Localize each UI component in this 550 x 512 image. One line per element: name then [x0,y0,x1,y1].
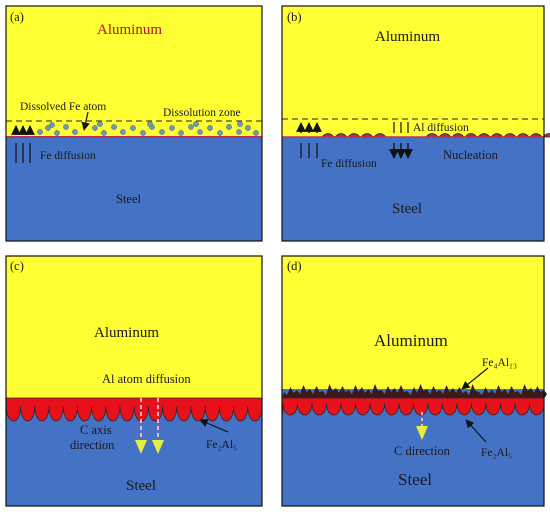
fe2al5-pointer [199,419,229,433]
fe2al5-layer [5,397,263,422]
panel-label: (a) [10,10,24,24]
dissolved-atom-pointer [81,111,90,131]
fe4al13-pointer [461,367,489,390]
fe-atoms [37,121,259,136]
fe-atom [45,125,51,131]
fe-atom [37,129,43,135]
al-atom-diffusion-label: Al atom diffusion [102,372,191,386]
fe-atom [207,125,213,131]
panel-label: (c) [10,259,24,273]
fe-atom [169,125,175,131]
panel-label: (b) [287,10,302,24]
aluminum-label: Aluminum [94,325,159,341]
fe-atom [92,125,98,131]
dissolved-atom-label: Dissolved Fe atom [20,101,106,113]
fe2al5-label: Fe₂Al₅ [206,439,237,451]
fe-atom [178,130,184,136]
fe-atom [236,129,242,135]
fe-atom [140,130,146,136]
fe-diffusion-lines [15,143,31,163]
aluminum-region [6,256,262,398]
panel-frame [281,5,545,242]
panel-c: (c) Aluminum Al atom diffusion C axis di… [5,255,263,507]
fe-atom [217,130,223,136]
fe-atom [159,129,165,135]
aluminum-label: Aluminum [97,22,162,38]
fe-up-arrows [296,122,322,133]
aluminum-region [282,6,544,137]
panel-b: (b) Aluminum Al diffusion Fe diffusion N… [281,5,550,242]
steel-label: Steel [126,478,156,494]
aluminum-region [282,256,544,389]
panel-label: (d) [287,259,302,273]
steel-region [6,398,262,506]
al-diffusion-arrows [135,398,164,454]
fe4al13-layer [282,384,547,399]
fe4al13-label: Fe₄Al₁₃ [482,357,517,369]
fe2al5-label: Fe₂Al₅ [481,447,512,459]
fe-atom [111,124,117,130]
fe-atom [188,124,194,130]
al-diffusion-label: Al diffusion [413,122,469,134]
c-direction-arrow [416,412,428,440]
fe-diffusion-lines [300,143,318,158]
c-direction-label: C direction [394,444,451,458]
fe-atom [72,129,78,135]
panel-a: (a) Aluminum Dissolved Fe atom Dissoluti… [5,5,263,242]
steel-region [6,137,262,241]
dissolution-zone-label: Dissolution zone [163,107,241,119]
fe-atom [226,124,232,130]
panel-frame [5,255,263,507]
fe-atom [147,121,153,127]
steel-label: Steel [398,470,432,489]
aluminum-label: Aluminum [375,29,440,45]
al-down-arrows [389,143,413,159]
steel-label: Steel [392,201,422,217]
panel-frame [281,255,545,507]
fe-atom [101,130,107,136]
steel-label: Steel [116,192,142,206]
fe-atom [245,125,251,131]
aluminum-region [6,6,262,137]
fe-atom [193,121,199,127]
fe-diffusion-label: Fe diffusion [40,150,96,162]
c-axis-direction-label: direction [70,438,115,452]
fe-atom [237,121,243,127]
aluminum-label: Aluminum [374,331,448,350]
steel-region [282,137,544,241]
c-axis-label: C axis [80,423,112,437]
fe-atom [54,130,60,136]
fe-atom [97,121,103,127]
panel-d: (d) Aluminum Fe₄Al₁₃ C direction Fe₂Al₅ … [281,255,547,507]
fe-atom [130,125,136,131]
fe-atom [49,122,55,128]
fe-atom [120,129,126,135]
fe2al5-pointer [465,419,487,443]
fe-atom [253,130,259,136]
panel-frame [5,5,263,242]
nucleation-sites [282,133,550,138]
fe-up-arrows [11,125,35,135]
fe-atom [63,124,69,130]
al-diffusion-lines [393,122,409,133]
fe-diffusion-label: Fe diffusion [321,158,377,170]
nucleation-label: Nucleation [443,148,499,162]
fe2al5-layer [281,397,545,416]
fe-atom [197,129,203,135]
